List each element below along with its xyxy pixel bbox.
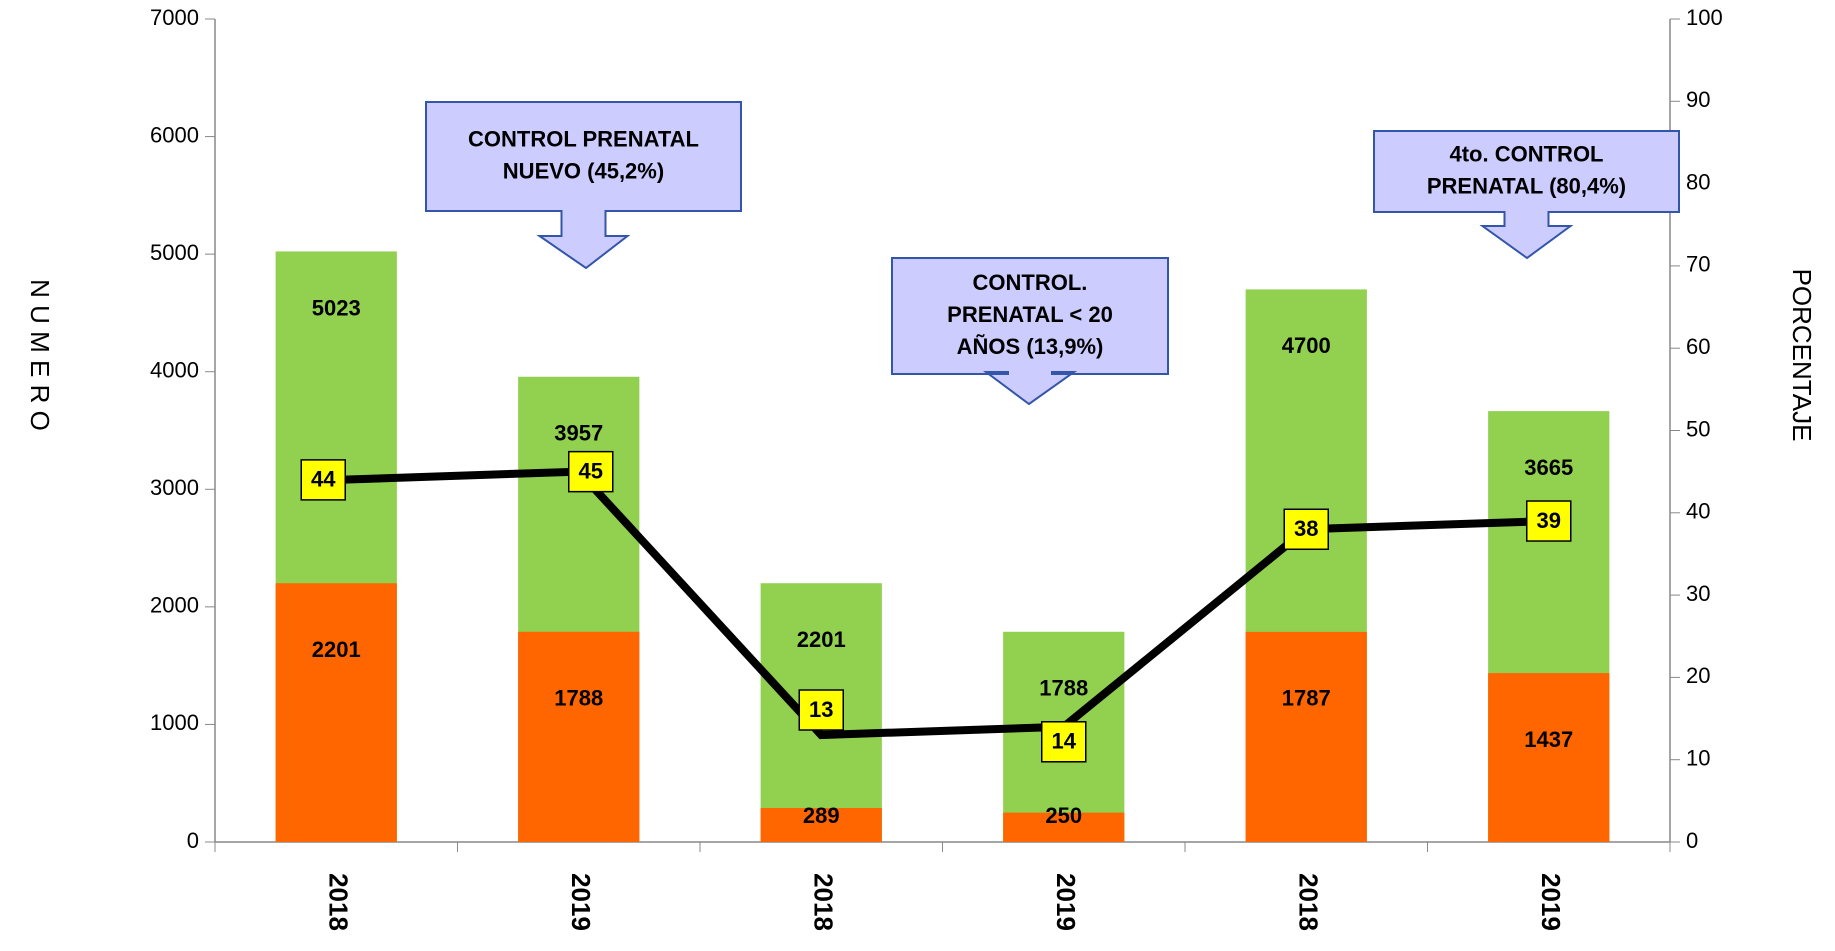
bar: [1245, 631, 1367, 842]
y-tick-label: 7000: [150, 5, 199, 30]
line: [336, 467, 1549, 740]
y-tick-label: 6000: [150, 122, 199, 147]
callout-text: NUEVO (45,2%): [503, 158, 664, 183]
bar: [1003, 812, 1125, 842]
data-label: 289: [803, 803, 840, 828]
callout: [1373, 130, 1680, 260]
y2-tick-label: 80: [1686, 169, 1710, 194]
bar: [760, 808, 882, 842]
line-label: 14: [1052, 729, 1077, 754]
callout: [891, 257, 1169, 406]
y2-axis-title: PORCENTAJE: [1787, 269, 1817, 442]
callout: [425, 101, 742, 270]
data-label: 1787: [1282, 686, 1331, 711]
callout-text: CONTROL.: [973, 270, 1088, 295]
y2-tick-label: 70: [1686, 252, 1710, 277]
y2-tick-label: 90: [1686, 87, 1710, 112]
line-label: 38: [1294, 516, 1318, 541]
bar: [518, 631, 640, 842]
y2-tick-label: 60: [1686, 334, 1710, 359]
y-tick-label: 1000: [150, 710, 199, 735]
y2-tick-label: 0: [1686, 828, 1698, 853]
line-label-box: [798, 689, 844, 731]
data-label: 250: [1045, 803, 1082, 828]
data-label: 1788: [554, 686, 603, 711]
x-tick-label: 2019: [566, 873, 596, 931]
line-label-box: [568, 450, 614, 493]
line-label: 44: [311, 467, 336, 492]
x-tick-label: 2018: [808, 873, 838, 931]
line-label: 45: [579, 458, 603, 483]
data-label: 4700: [1282, 333, 1331, 358]
callout-text: CONTROL PRENATAL: [468, 126, 699, 151]
y2-tick-label: 20: [1686, 663, 1710, 688]
y2-tick-label: 100: [1686, 5, 1723, 30]
x-tick-label: 2018: [1293, 873, 1323, 931]
x-tick-label: 2018: [323, 873, 353, 931]
y-tick-label: 4000: [150, 358, 199, 383]
callout-text: AÑOS (13,9%): [957, 334, 1104, 359]
y2-tick-label: 30: [1686, 581, 1710, 606]
y-tick-label: 2000: [150, 593, 199, 618]
data-label: 1437: [1524, 727, 1573, 752]
line-label-box: [1041, 721, 1087, 763]
y-axis-title: N U M E R O: [25, 279, 55, 431]
y-tick-label: 5000: [150, 240, 199, 265]
data-label: 2201: [797, 627, 846, 652]
line-label-box: [1283, 508, 1329, 551]
y2-tick-label: 40: [1686, 499, 1710, 524]
x-tick-label: 2019: [1051, 873, 1081, 931]
data-label: 2201: [312, 637, 361, 662]
y2-tick-label: 50: [1686, 416, 1710, 441]
line-label-box: [300, 459, 346, 501]
data-label: 5023: [312, 295, 361, 320]
bar: [275, 583, 397, 842]
x-tick-label: 2019: [1536, 873, 1566, 931]
line-label-box: [1526, 500, 1572, 542]
data-label: 3665: [1524, 455, 1573, 480]
callout-text: PRENATAL < 20: [947, 302, 1113, 327]
y2-tick-label: 10: [1686, 746, 1710, 771]
line-label: 13: [809, 697, 833, 722]
data-label: 3957: [554, 421, 603, 446]
line-label: 39: [1537, 508, 1561, 533]
y-tick-label: 0: [187, 828, 199, 853]
callout-text: PRENATAL (80,4%): [1427, 173, 1626, 198]
bar: [1488, 673, 1610, 842]
y-tick-label: 3000: [150, 475, 199, 500]
data-label: 1788: [1039, 676, 1088, 701]
callout-text: 4to. CONTROL: [1450, 141, 1604, 166]
